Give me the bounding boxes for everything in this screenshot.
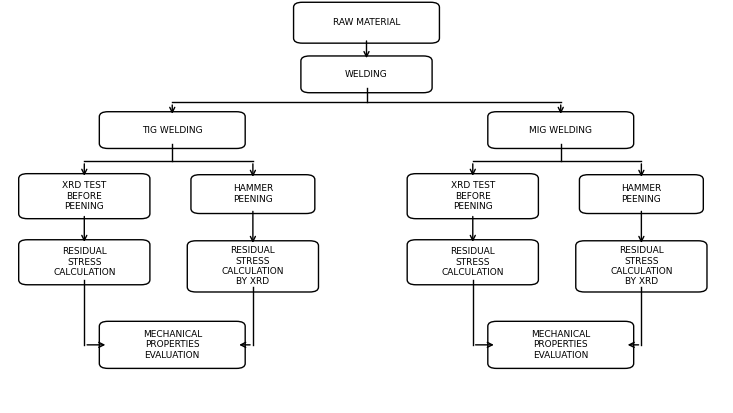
FancyBboxPatch shape (408, 240, 538, 285)
Text: MECHANICAL
PROPERTIES
EVALUATION: MECHANICAL PROPERTIES EVALUATION (143, 330, 202, 360)
FancyBboxPatch shape (301, 56, 432, 93)
Text: RESIDUAL
STRESS
CALCULATION: RESIDUAL STRESS CALCULATION (53, 247, 116, 277)
FancyBboxPatch shape (580, 175, 704, 214)
Text: HAMMER
PEENING: HAMMER PEENING (622, 185, 661, 204)
FancyBboxPatch shape (488, 321, 633, 368)
Text: XRD TEST
BEFORE
PEENING: XRD TEST BEFORE PEENING (451, 181, 495, 211)
FancyBboxPatch shape (99, 321, 245, 368)
FancyBboxPatch shape (19, 173, 150, 218)
Text: HAMMER
PEENING: HAMMER PEENING (233, 185, 273, 204)
Text: WELDING: WELDING (345, 70, 388, 79)
Text: RAW MATERIAL: RAW MATERIAL (333, 18, 400, 27)
FancyBboxPatch shape (408, 173, 538, 218)
FancyBboxPatch shape (19, 240, 150, 285)
FancyBboxPatch shape (488, 112, 633, 148)
Text: RESIDUAL
STRESS
CALCULATION
BY XRD: RESIDUAL STRESS CALCULATION BY XRD (221, 246, 284, 287)
Text: RESIDUAL
STRESS
CALCULATION
BY XRD: RESIDUAL STRESS CALCULATION BY XRD (610, 246, 673, 287)
Text: MIG WELDING: MIG WELDING (529, 126, 592, 135)
FancyBboxPatch shape (99, 112, 245, 148)
FancyBboxPatch shape (187, 241, 318, 292)
Text: RESIDUAL
STRESS
CALCULATION: RESIDUAL STRESS CALCULATION (441, 247, 504, 277)
FancyBboxPatch shape (191, 175, 314, 214)
Text: TIG WELDING: TIG WELDING (142, 126, 202, 135)
FancyBboxPatch shape (576, 241, 707, 292)
Text: MECHANICAL
PROPERTIES
EVALUATION: MECHANICAL PROPERTIES EVALUATION (531, 330, 590, 360)
Text: XRD TEST
BEFORE
PEENING: XRD TEST BEFORE PEENING (62, 181, 106, 211)
FancyBboxPatch shape (293, 2, 439, 43)
